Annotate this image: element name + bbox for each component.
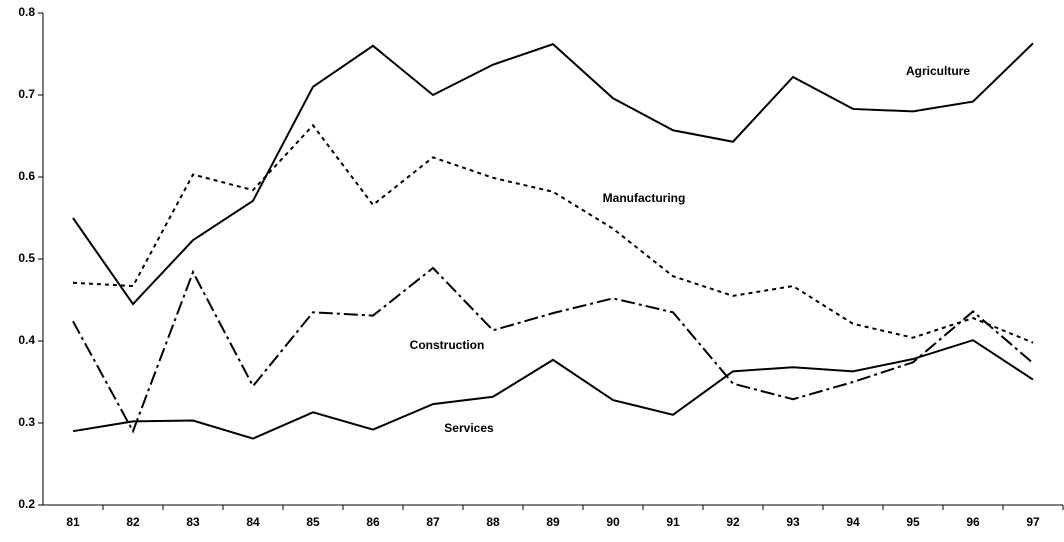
series-line xyxy=(72,339,1034,440)
x-tick-label: 83 xyxy=(186,515,200,529)
x-tick-label: 92 xyxy=(726,515,740,529)
y-tick-label: 0.3 xyxy=(18,415,35,429)
y-tick-label: 0.5 xyxy=(18,251,35,265)
y-tick-label: 0.8 xyxy=(18,5,35,19)
series-label: Construction xyxy=(410,338,485,352)
x-tick-label: 84 xyxy=(246,515,260,529)
x-tick-label: 95 xyxy=(906,515,920,529)
x-tick-label: 88 xyxy=(486,515,500,529)
series-label: Manufacturing xyxy=(603,191,686,205)
x-tick-label: 82 xyxy=(126,515,140,529)
series-line xyxy=(72,42,1034,306)
x-tick-label: 87 xyxy=(426,515,440,529)
x-tick-label: 97 xyxy=(1026,515,1040,529)
y-tick-label: 0.2 xyxy=(18,497,35,511)
y-tick-label: 0.6 xyxy=(18,169,35,183)
x-tick-label: 94 xyxy=(846,515,860,529)
series-label: Agriculture xyxy=(906,64,970,78)
series-line xyxy=(72,266,1034,434)
x-tick-label: 89 xyxy=(546,515,560,529)
x-tick-label: 86 xyxy=(366,515,380,529)
series-label: Services xyxy=(444,421,494,435)
x-tick-label: 90 xyxy=(606,515,620,529)
x-tick-label: 81 xyxy=(66,515,80,529)
y-tick-label: 0.4 xyxy=(18,333,35,347)
x-tick-label: 91 xyxy=(666,515,680,529)
x-tick-label: 96 xyxy=(966,515,980,529)
x-tick-label: 93 xyxy=(786,515,800,529)
x-tick-label: 85 xyxy=(306,515,320,529)
y-tick-label: 0.7 xyxy=(18,87,35,101)
series-line xyxy=(72,123,1034,344)
